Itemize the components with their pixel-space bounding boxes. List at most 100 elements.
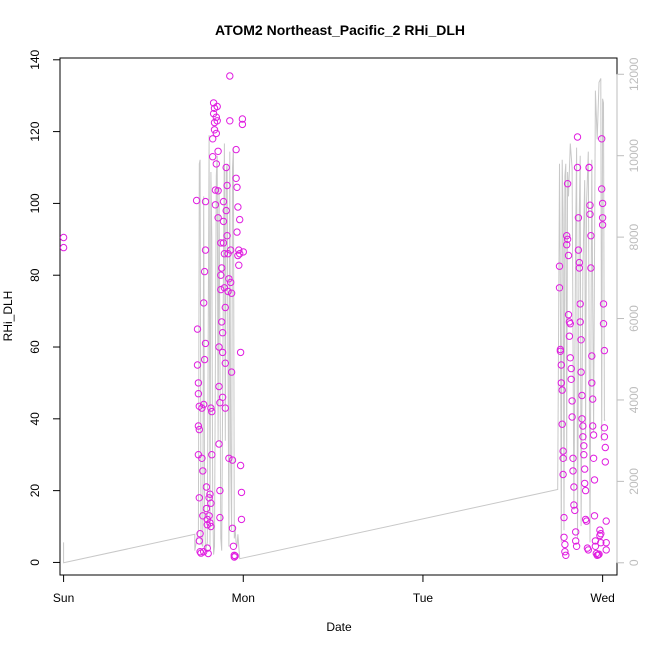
data-point bbox=[575, 264, 583, 272]
data-point bbox=[589, 422, 597, 430]
rhi-scatter-series bbox=[59, 72, 610, 561]
data-point bbox=[563, 241, 571, 249]
data-point bbox=[215, 440, 223, 448]
data-point bbox=[577, 336, 585, 344]
data-point bbox=[218, 348, 227, 357]
data-point bbox=[218, 318, 226, 326]
data-point bbox=[574, 246, 583, 254]
data-point bbox=[239, 248, 248, 256]
data-point bbox=[589, 395, 597, 403]
data-point bbox=[219, 197, 228, 206]
data-point bbox=[600, 433, 609, 441]
data-point bbox=[193, 325, 202, 333]
data-point bbox=[587, 264, 595, 272]
data-point bbox=[212, 113, 221, 121]
data-point bbox=[559, 470, 567, 479]
data-point bbox=[591, 542, 600, 550]
data-point bbox=[234, 203, 242, 211]
left-tick-label: 60 bbox=[28, 340, 42, 354]
data-point bbox=[59, 233, 68, 242]
data-point bbox=[558, 386, 566, 394]
data-point bbox=[237, 515, 246, 524]
data-point bbox=[598, 199, 607, 208]
data-point bbox=[196, 548, 204, 556]
data-point bbox=[562, 551, 570, 559]
left-tick-label: 120 bbox=[28, 121, 42, 141]
data-point bbox=[557, 379, 565, 387]
data-point bbox=[574, 214, 583, 222]
data-point bbox=[237, 488, 246, 497]
data-point bbox=[576, 318, 584, 326]
data-point bbox=[569, 467, 577, 475]
data-point bbox=[205, 512, 213, 520]
data-point bbox=[221, 404, 230, 412]
data-point bbox=[582, 517, 591, 525]
data-point bbox=[594, 551, 602, 559]
data-point bbox=[586, 210, 594, 218]
data-point bbox=[221, 303, 230, 312]
data-point bbox=[200, 400, 208, 409]
data-point bbox=[202, 483, 211, 491]
data-point bbox=[201, 197, 210, 206]
right-tick-label: 0 bbox=[627, 559, 641, 566]
data-point bbox=[569, 454, 577, 462]
data-point bbox=[572, 528, 580, 536]
data-point bbox=[207, 522, 215, 531]
data-point bbox=[215, 343, 223, 351]
data-point bbox=[205, 494, 213, 502]
data-point bbox=[599, 320, 608, 328]
data-point bbox=[589, 431, 598, 439]
right-tick-label: 8000 bbox=[627, 223, 641, 250]
data-point bbox=[585, 163, 593, 172]
data-point bbox=[214, 214, 222, 222]
data-point bbox=[559, 454, 567, 462]
data-point bbox=[207, 404, 215, 412]
data-point bbox=[198, 454, 206, 462]
data-point bbox=[597, 539, 605, 547]
data-point bbox=[568, 397, 576, 405]
data-point bbox=[212, 160, 221, 168]
data-point bbox=[198, 404, 206, 412]
data-point bbox=[573, 133, 582, 141]
data-point bbox=[558, 420, 566, 428]
data-point bbox=[578, 415, 586, 423]
data-point bbox=[207, 499, 215, 507]
data-point bbox=[217, 271, 225, 279]
data-point bbox=[211, 201, 220, 209]
data-point bbox=[597, 530, 605, 538]
data-point bbox=[598, 221, 607, 229]
right-axis: 0 2000 4000 6000 8000 10000 12000 bbox=[616, 57, 641, 566]
data-point bbox=[566, 354, 574, 362]
data-point bbox=[220, 250, 229, 258]
data-point bbox=[567, 364, 575, 373]
data-point bbox=[557, 361, 565, 369]
y-axis-label: RHi_DLH bbox=[1, 291, 15, 342]
data-point bbox=[231, 552, 239, 560]
data-point bbox=[206, 490, 214, 498]
data-point bbox=[200, 299, 208, 307]
data-point bbox=[225, 275, 233, 283]
data-point bbox=[218, 264, 226, 272]
left-axis: 0 20 40 60 80 100 120 140 bbox=[28, 49, 61, 566]
data-point bbox=[602, 539, 610, 547]
data-point bbox=[223, 181, 231, 190]
data-point bbox=[566, 320, 574, 328]
x-tick-label: Wed bbox=[590, 591, 614, 605]
data-point bbox=[228, 524, 237, 532]
data-point bbox=[206, 519, 214, 527]
data-point bbox=[194, 422, 203, 430]
data-point bbox=[559, 447, 567, 455]
data-point bbox=[195, 537, 204, 545]
x-tick-label: Sun bbox=[53, 591, 74, 605]
data-point bbox=[581, 486, 590, 495]
data-point bbox=[227, 368, 236, 376]
data-point bbox=[227, 246, 235, 254]
data-point bbox=[59, 243, 68, 252]
data-point bbox=[580, 451, 588, 459]
left-tick-label: 100 bbox=[28, 193, 42, 213]
data-point bbox=[588, 352, 596, 360]
data-point bbox=[213, 102, 221, 111]
data-point bbox=[232, 145, 240, 154]
data-point bbox=[573, 163, 582, 172]
